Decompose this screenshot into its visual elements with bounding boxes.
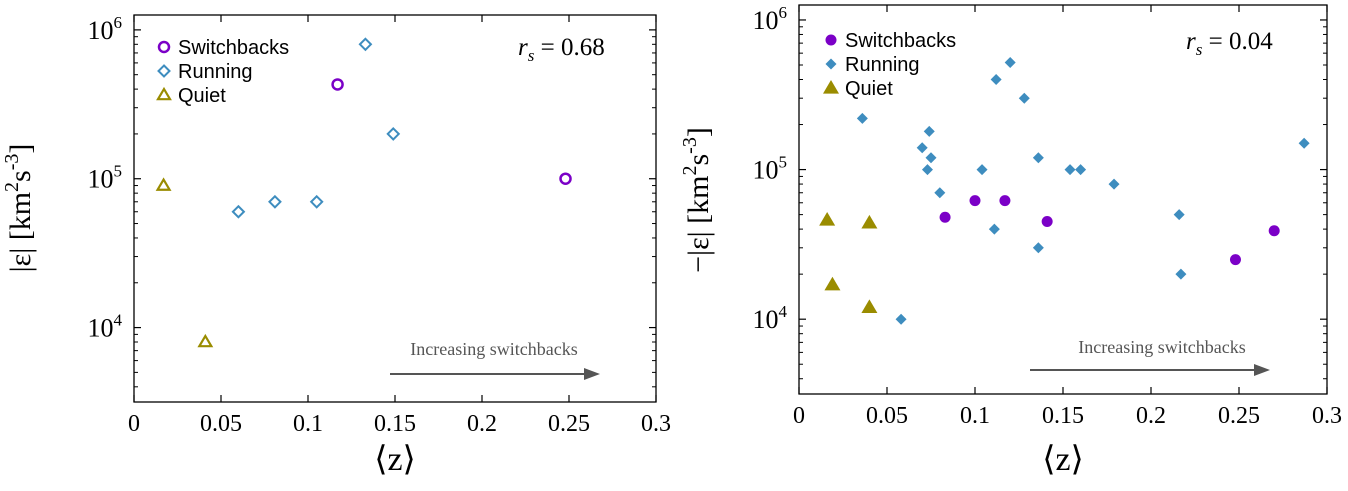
point-running	[1075, 164, 1087, 176]
panel-2: 0 0.05 0.1 0.15 0.2 0.25 0.3 104 105 106 ⟨z⟩ −|ε| […	[679, 3, 1342, 478]
point-switchbacks	[1041, 215, 1053, 227]
x-tick-label: 0.15	[1042, 403, 1084, 429]
x-tick-label: 0.25	[548, 411, 590, 437]
point-running	[1175, 268, 1187, 280]
point-running	[895, 313, 907, 325]
point-running	[1108, 178, 1120, 190]
point-running	[923, 125, 935, 137]
legend-quiet-marker	[823, 80, 839, 94]
point-running	[990, 73, 1002, 85]
point-switchbacks	[969, 195, 981, 207]
x-tick-label: 0.1	[960, 403, 990, 429]
x-axis-label: ⟨z⟩	[1042, 441, 1084, 478]
y-tick-label: 106	[88, 13, 123, 45]
point-running	[976, 164, 988, 176]
arrow-head-icon	[584, 368, 600, 380]
point-running	[1298, 137, 1310, 149]
point-quiet	[197, 333, 214, 348]
panel-1: 0 0.05 0.1 0.15 0.2 0.25 0.3 104 105 106 ⟨z⟩ |ε| [k…	[1, 13, 671, 478]
x-tick-label: 0	[128, 411, 140, 437]
x-tick-label: 0.25	[1218, 403, 1260, 429]
point-running	[1004, 56, 1016, 68]
point-switchbacks	[999, 195, 1011, 207]
point-running	[268, 194, 282, 209]
point-running	[309, 194, 324, 209]
x-tick-label: 0.3	[1312, 403, 1342, 429]
x-tick-label: 0.2	[1136, 403, 1166, 429]
legend-switchbacks-marker	[825, 34, 837, 46]
point-quiet	[819, 212, 836, 226]
legend-running-marker	[157, 64, 171, 78]
legend-running-label: Running	[845, 54, 920, 76]
legend-quiet-label: Quiet	[845, 78, 893, 100]
legend-switchbacks-label: Switchbacks	[845, 30, 956, 52]
x-tick-label: 0.3	[641, 411, 671, 437]
y-tick-label: 105	[88, 162, 123, 194]
legend-switchbacks-label: Switchbacks	[178, 37, 289, 59]
point-running	[925, 152, 937, 164]
point-switchbacks	[939, 211, 951, 223]
legend-quiet-marker	[156, 86, 172, 101]
point-running	[1173, 209, 1185, 221]
x-tick-label: 0.15	[374, 411, 416, 437]
point-quiet	[861, 299, 878, 313]
point-running	[934, 187, 946, 199]
point-quiet	[155, 177, 172, 191]
point-switchbacks	[559, 172, 572, 185]
legend-running-marker	[825, 58, 837, 70]
y-tick-label: 105	[753, 153, 788, 185]
legend-switchbacks-marker	[157, 40, 171, 54]
y-axis-label: |ε| [km2s-3]	[1, 144, 37, 273]
annotation-increasing-switchbacks: Increasing switchbacks	[1078, 337, 1245, 357]
point-running	[1018, 92, 1030, 104]
y-tick-label: 104	[88, 311, 123, 343]
point-running	[856, 112, 868, 124]
y-axis-label: −|ε| [km2s-3]	[679, 127, 715, 273]
point-running	[1032, 242, 1044, 254]
point-quiet	[824, 276, 841, 291]
x-tick-label: 0.05	[200, 411, 242, 437]
x-axis-label: ⟨z⟩	[374, 441, 416, 478]
point-quiet	[861, 214, 878, 229]
point-running	[231, 204, 246, 219]
point-running	[386, 127, 401, 141]
x-tick-label: 0.05	[866, 403, 908, 429]
arrow-head-icon	[1254, 364, 1270, 376]
annotation-increasing-switchbacks: Increasing switchbacks	[410, 339, 577, 359]
point-running	[916, 142, 928, 154]
point-switchbacks	[331, 78, 344, 91]
y-tick-label: 106	[753, 3, 788, 35]
legend-running-label: Running	[178, 61, 253, 83]
point-running	[988, 223, 1000, 235]
x-tick-label: 0	[793, 403, 805, 429]
x-tick-label: 0.1	[293, 411, 323, 437]
y-tick-label: 104	[753, 302, 788, 334]
point-running	[358, 37, 373, 52]
legend-quiet-label: Quiet	[178, 85, 226, 107]
spearman-rs-label: rs = 0.68	[518, 34, 605, 65]
point-running	[921, 164, 933, 176]
spearman-rs-label: rs = 0.04	[1186, 28, 1273, 59]
point-switchbacks	[1229, 254, 1241, 266]
point-running	[1032, 152, 1044, 164]
point-running	[1064, 164, 1076, 176]
x-tick-label: 0.2	[467, 411, 497, 437]
point-switchbacks	[1268, 225, 1280, 237]
